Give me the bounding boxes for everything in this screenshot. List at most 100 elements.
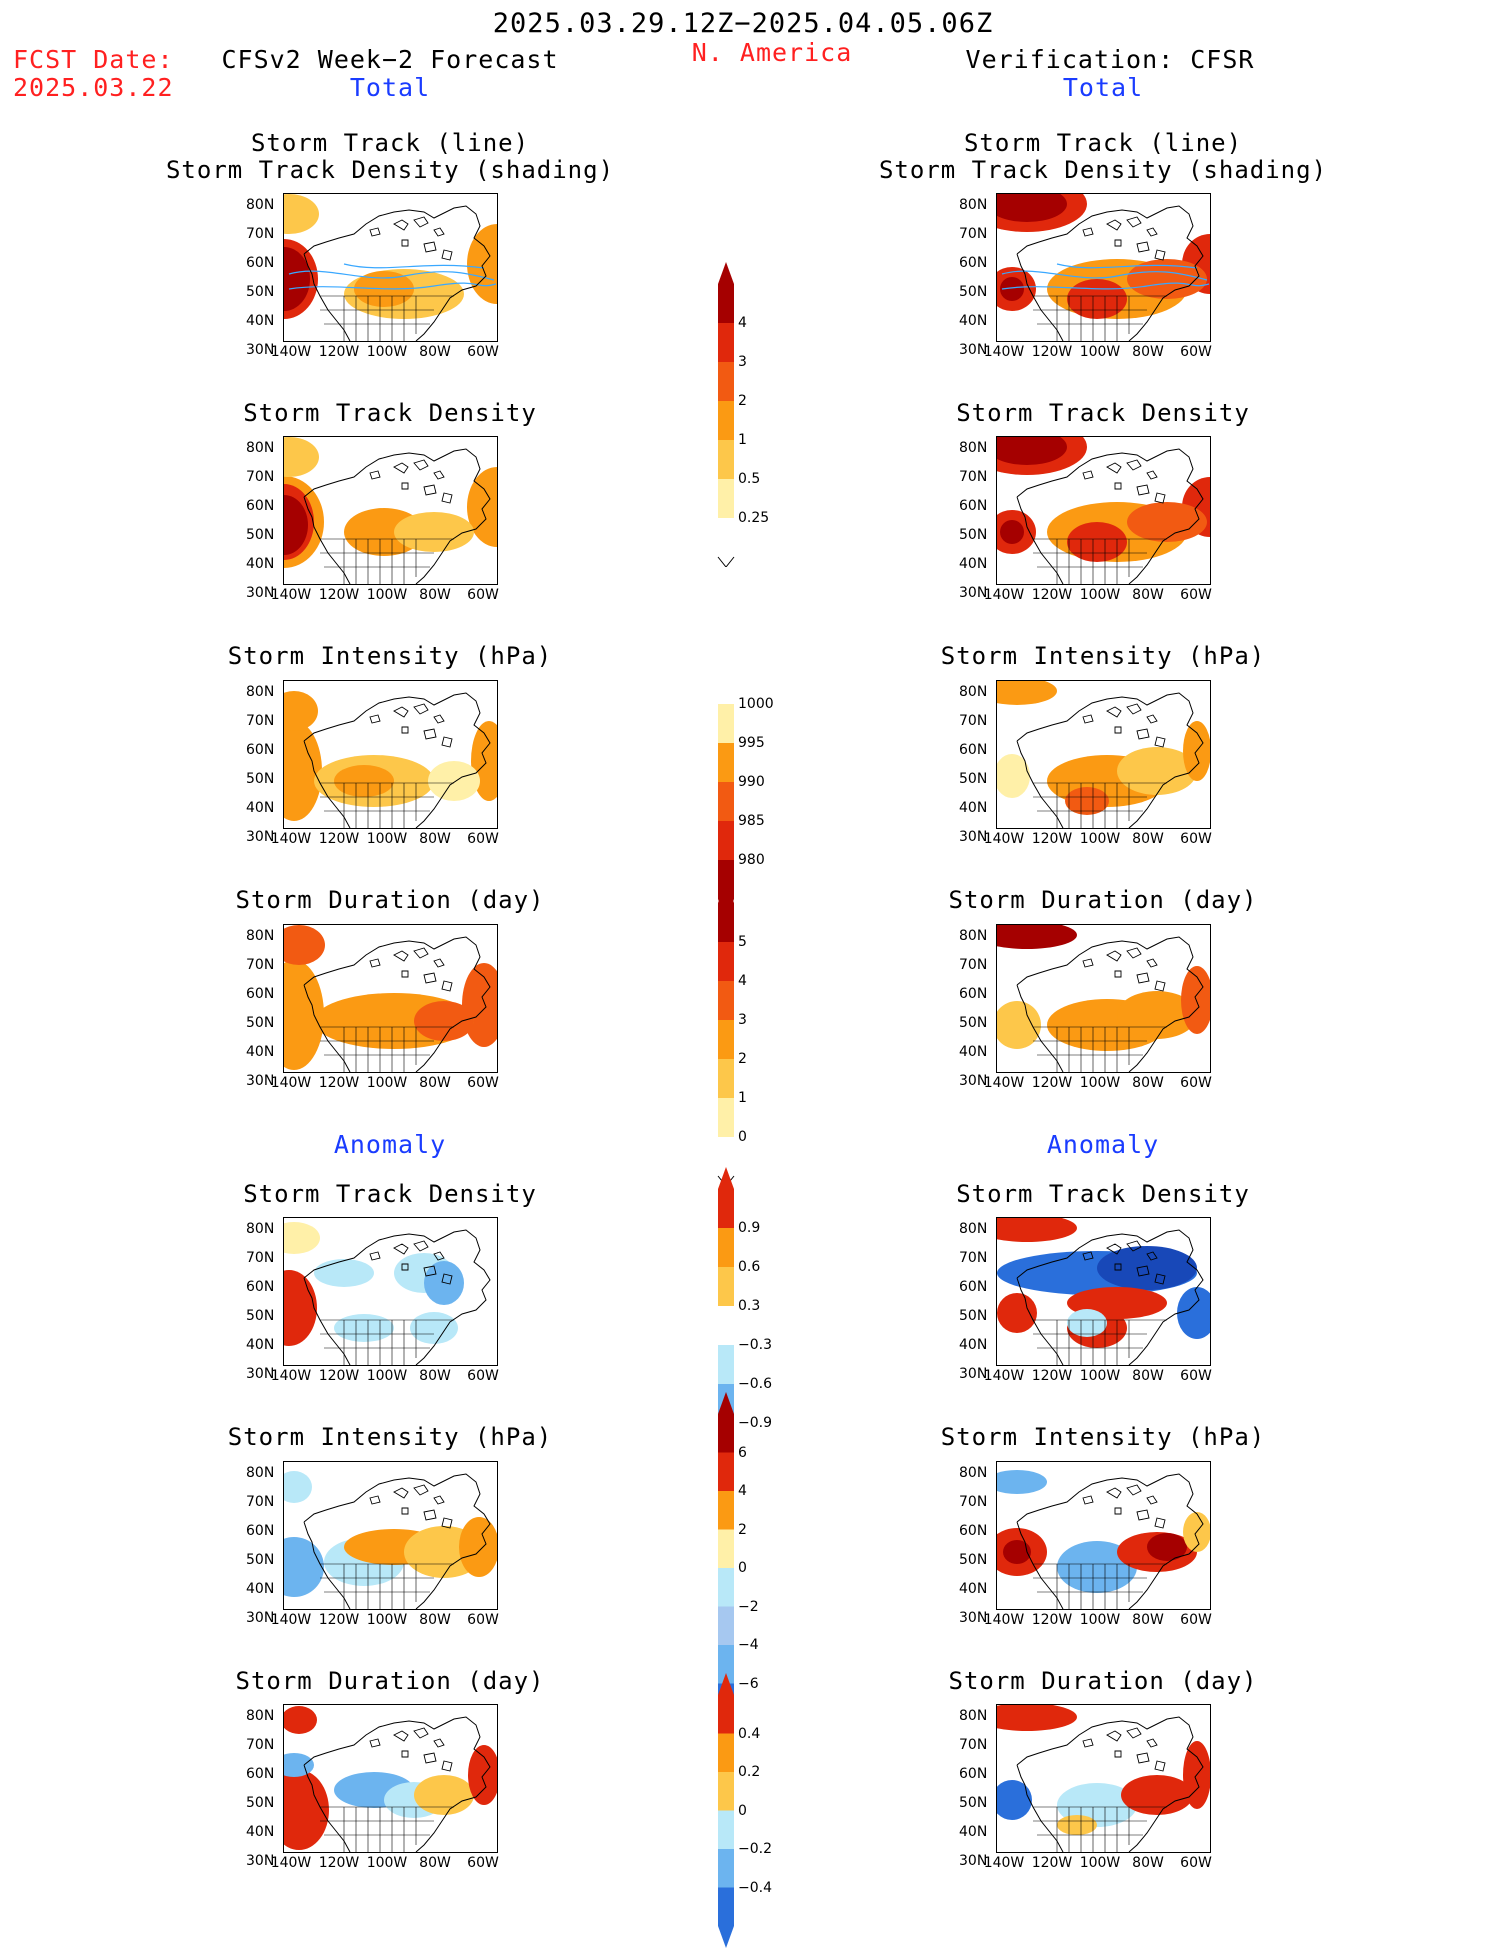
colorbar-segment xyxy=(718,362,734,401)
state-borders xyxy=(320,1806,454,1852)
shaded-region xyxy=(1067,522,1127,562)
lon-label: 140W xyxy=(983,1368,1025,1384)
lon-label: 120W xyxy=(318,1855,360,1871)
forecast-period: 2025.03.29.12Z−2025.04.05.06Z xyxy=(492,8,994,39)
lat-label: 50N xyxy=(246,527,275,543)
lat-label: 50N xyxy=(246,771,275,787)
left-anom-density-title: Storm Track Density xyxy=(243,1180,537,1208)
shaded-region xyxy=(284,1706,317,1734)
left-duration-title: Storm Duration (day) xyxy=(235,886,545,914)
forecast-track-density-map xyxy=(283,436,498,585)
lat-label: 70N xyxy=(246,469,275,485)
shaded-region xyxy=(459,1517,497,1577)
lat-label: 50N xyxy=(959,1795,988,1811)
colorbar-label: 990 xyxy=(738,774,765,790)
lon-label: 60W xyxy=(1180,1612,1212,1628)
lon-label: 120W xyxy=(318,831,360,847)
colorbar-label: 0.9 xyxy=(738,1220,761,1236)
lon-label: 80W xyxy=(419,1368,451,1384)
shaded-region xyxy=(467,224,497,304)
lon-label: 120W xyxy=(1031,1368,1073,1384)
lat-label: 30N xyxy=(246,1853,275,1869)
state-borders xyxy=(320,1563,454,1609)
shaded-region xyxy=(462,963,497,1047)
lat-label: 50N xyxy=(246,284,275,300)
lat-label: 50N xyxy=(959,1015,988,1031)
lat-label: 40N xyxy=(246,1337,275,1353)
colorbar-segment xyxy=(718,1529,734,1568)
lat-label: 70N xyxy=(959,957,988,973)
colorbar-label: 995 xyxy=(738,735,765,751)
lat-label: 40N xyxy=(959,556,988,572)
right-track-title-2: Storm Track Density (shading) xyxy=(878,156,1328,184)
forecast-intensity-anomaly-map xyxy=(283,1461,498,1610)
colorbar-label: −6 xyxy=(738,1675,759,1692)
lat-label: 30N xyxy=(246,1610,275,1626)
shaded-region xyxy=(414,1001,474,1041)
colorbar-label: 0.6 xyxy=(738,1259,761,1275)
forecast-duration-anomaly-map xyxy=(283,1704,498,1853)
lat-label: 50N xyxy=(246,1552,275,1568)
arctic-islands xyxy=(369,459,453,504)
shaded-region xyxy=(1147,1533,1187,1561)
lon-label: 100W xyxy=(1079,1368,1121,1384)
lon-label: 80W xyxy=(419,587,451,603)
colorbar-segment xyxy=(718,1568,734,1607)
lon-label: 100W xyxy=(366,1855,408,1871)
shaded-region xyxy=(284,495,308,555)
lon-label: 120W xyxy=(318,587,360,603)
lon-label: 100W xyxy=(1079,831,1121,847)
lat-label: 70N xyxy=(246,1494,275,1510)
lon-label: 120W xyxy=(1031,344,1073,360)
lat-label: 80N xyxy=(246,928,275,944)
colorbar-segment xyxy=(718,323,734,362)
lat-label: 60N xyxy=(959,986,988,1002)
right-column-title: Verification: CFSR xyxy=(965,45,1255,74)
lat-label: 80N xyxy=(959,1465,988,1481)
state-borders xyxy=(1033,1806,1167,1852)
colorbar-label: 0.5 xyxy=(738,471,761,487)
lon-label: 60W xyxy=(1180,587,1212,603)
shaded-region xyxy=(997,437,1067,465)
colorbar-label: 2 xyxy=(738,1521,747,1538)
shaded-region xyxy=(997,925,1077,949)
lat-label: 80N xyxy=(246,197,275,213)
lon-label: 60W xyxy=(467,1855,499,1871)
map-canvas xyxy=(997,194,1210,341)
shaded-region xyxy=(997,1470,1047,1494)
colorbar-segment xyxy=(718,981,734,1020)
lat-label: 50N xyxy=(959,284,988,300)
forecast-intensity-map xyxy=(283,680,498,829)
lat-label: 50N xyxy=(246,1795,275,1811)
lon-label: 80W xyxy=(1132,1368,1164,1384)
lon-label: 120W xyxy=(318,1612,360,1628)
shaded-region xyxy=(1127,502,1207,542)
lat-label: 80N xyxy=(246,440,275,456)
lon-label: 100W xyxy=(1079,1612,1121,1628)
arctic-islands xyxy=(1082,216,1166,261)
lon-label: 80W xyxy=(419,1075,451,1091)
verification-track-density-map xyxy=(996,436,1211,585)
shaded-region xyxy=(997,1293,1037,1333)
state-borders xyxy=(320,538,454,584)
verification-intensity-anomaly-map xyxy=(996,1461,1211,1610)
lat-label: 70N xyxy=(959,1494,988,1510)
lat-label: 80N xyxy=(246,1465,275,1481)
lon-label: 80W xyxy=(1132,831,1164,847)
lat-label: 80N xyxy=(959,1221,988,1237)
arctic-islands xyxy=(1082,703,1166,748)
shaded-region xyxy=(284,925,325,965)
left-density-title: Storm Track Density xyxy=(243,399,537,427)
lon-label: 120W xyxy=(1031,1612,1073,1628)
right-anom-duration-title: Storm Duration (day) xyxy=(948,1667,1258,1695)
right-anom-intensity-title: Storm Intensity (hPa) xyxy=(940,1423,1266,1451)
shaded-region xyxy=(284,1770,329,1850)
state-borders xyxy=(1033,538,1167,584)
lat-label: 60N xyxy=(246,498,275,514)
colorbar-label: 0.3 xyxy=(738,1298,761,1314)
state-borders xyxy=(1033,295,1167,341)
lat-label: 80N xyxy=(959,684,988,700)
colorbar-segment xyxy=(718,1020,734,1059)
lat-label: 80N xyxy=(246,1708,275,1724)
shaded-region xyxy=(284,1222,320,1254)
